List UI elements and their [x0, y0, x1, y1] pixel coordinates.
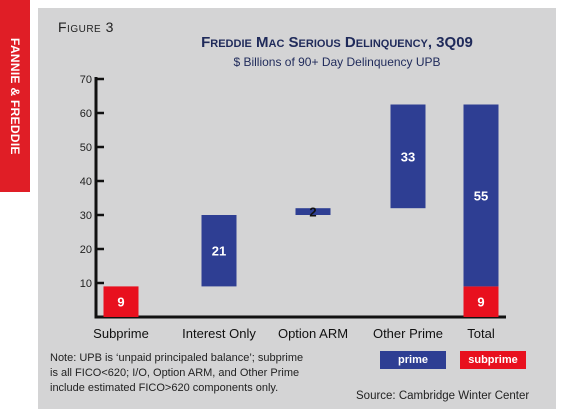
data-labels: 9 21 2 33 9 55	[117, 149, 488, 309]
y-tick-label: 10	[80, 278, 92, 290]
legend-prime-label: prime	[398, 354, 428, 366]
figure-label: Figure 3	[58, 19, 114, 35]
side-tab: FANNIE & FREDDIE	[0, 0, 30, 192]
source-credit: Source: Cambridge Winter Center	[356, 390, 530, 402]
data-label: 2	[309, 205, 316, 220]
chart-subtitle: $ Billions of 90+ Day Delinquency UPB	[233, 55, 441, 69]
legend-subprime: subprime	[460, 351, 526, 369]
data-label: 55	[474, 188, 488, 203]
footnote: Note: UPB is ‘unpaid principaled balance…	[50, 351, 350, 396]
y-tick-label: 40	[80, 176, 92, 188]
data-label: 33	[401, 149, 415, 164]
bar-prime	[463, 104, 499, 287]
footnote-line: include estimated FICO>620 components on…	[50, 382, 279, 394]
category-label: Subprime	[93, 326, 149, 341]
bar-subprime	[463, 286, 499, 317]
y-tick-label: 70	[80, 74, 92, 86]
x-axis-labels: Subprime Interest Only Option ARM Other Pri…	[93, 326, 495, 341]
category-label: Other Prime	[373, 326, 443, 341]
category-label: Interest Only	[182, 326, 256, 341]
footnote-line: is all FICO<620; I/O, Option ARM, and Ot…	[50, 367, 300, 379]
legend-prime: prime	[380, 351, 446, 369]
delinquency-chart: 10 20 30 40 50 60 70 9 21 2 33 9 55 Subprime Interes…	[80, 74, 506, 341]
chart-title: Freddie Mac Serious Delinquency, 3Q09	[201, 34, 473, 51]
y-tick-label: 50	[80, 142, 92, 154]
y-tick-label: 60	[80, 108, 92, 120]
footnote-line: Note: UPB is ‘unpaid principaled balance…	[50, 352, 304, 364]
y-tick-label: 20	[80, 244, 92, 256]
data-label: 9	[117, 295, 124, 310]
category-label: Total	[467, 326, 495, 341]
category-label: Option ARM	[278, 326, 348, 341]
legend-subprime-label: subprime	[468, 354, 518, 366]
figure-panel: Figure 3 Freddie Mac Serious Delinquency…	[38, 8, 556, 409]
bars	[103, 104, 499, 317]
y-tick-label: 30	[80, 210, 92, 222]
data-label: 21	[212, 244, 226, 259]
bar-subprime	[103, 286, 139, 317]
bar-prime	[201, 215, 237, 287]
y-axis: 10 20 30 40 50 60 70	[80, 74, 506, 319]
bar-prime	[390, 104, 426, 209]
data-label: 9	[477, 295, 484, 310]
side-tab-label: FANNIE & FREDDIE	[8, 37, 22, 155]
bar-prime	[295, 208, 331, 215]
